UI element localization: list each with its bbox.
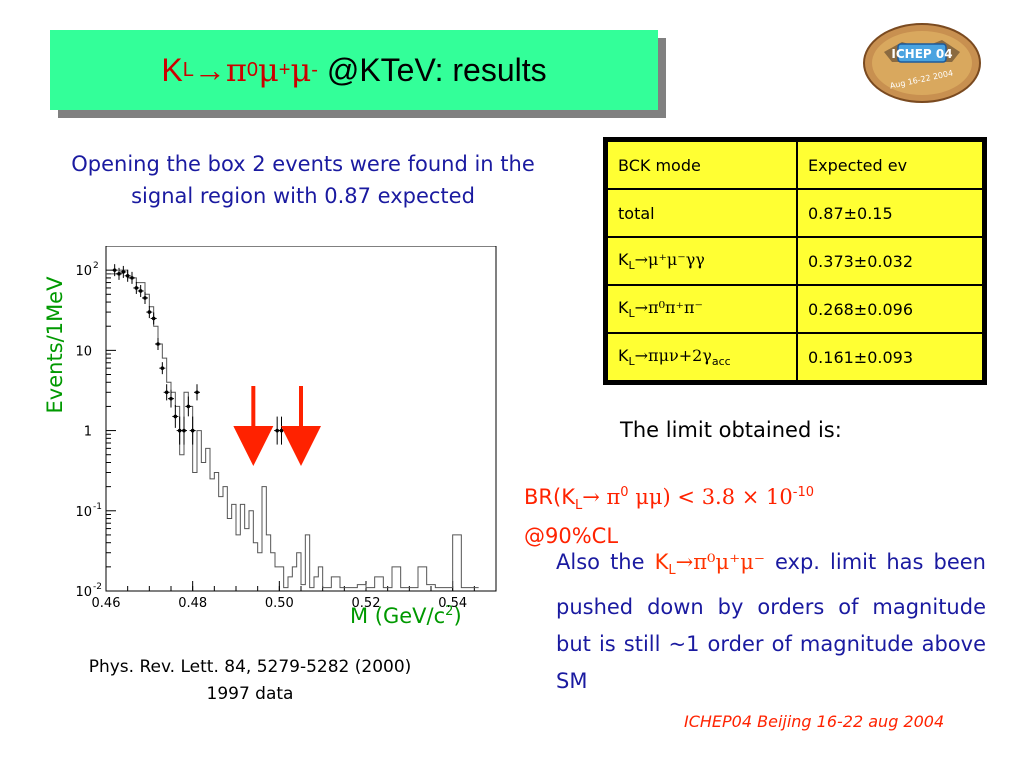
x-tick-label: 0.50 xyxy=(265,596,294,611)
data-point xyxy=(169,396,173,401)
data-point xyxy=(121,270,126,274)
branching-ratio-limit: BR(KL→ π0 μμ) < 3.8 × 10-10 @90%CL xyxy=(524,485,814,549)
title-k: K xyxy=(161,51,183,88)
limit-label: The limit obtained is: xyxy=(620,418,842,442)
data-point xyxy=(164,390,169,395)
data-point xyxy=(275,428,279,433)
data-point xyxy=(160,366,165,370)
data-point xyxy=(182,428,186,433)
y-tick-label: 1 xyxy=(84,425,92,440)
table-row: KL→π⁰π⁺π⁻ 0.268±0.096 xyxy=(606,284,984,334)
table-row: KL→πμν+2γacc 0.161±0.093 xyxy=(606,332,984,382)
y-tick-exponent: -2 xyxy=(93,582,102,592)
data-point xyxy=(117,272,121,276)
title-mu2-sup: - xyxy=(311,58,318,81)
table-cell-mode: KL→π⁰π⁺π⁻ xyxy=(606,284,798,334)
reference-citation: Phys. Rev. Lett. 84, 5279-5282 (2000) 19… xyxy=(30,654,470,708)
table-row: total 0.87±0.15 xyxy=(606,188,984,238)
table-cell-mode: KL→πμν+2γacc xyxy=(606,332,798,382)
data-point xyxy=(173,414,178,419)
table-header-mode: BCK mode xyxy=(606,140,798,190)
title-rest: @KTeV: results xyxy=(317,51,547,88)
slide-title: K L → π 0 μ + μ - @KTeV: results xyxy=(50,30,658,110)
table-cell-value: 0.373±0.032 xyxy=(796,236,984,286)
data-point xyxy=(130,276,134,280)
data-point xyxy=(147,310,152,314)
mc-histogram-outline xyxy=(106,269,479,589)
data-point xyxy=(134,286,139,290)
x-axis-label: M (GeV/c2) xyxy=(350,604,462,628)
y-axis-label: Events/1MeV xyxy=(43,276,67,414)
table-row: KL→μ⁺μ⁻γγ 0.373±0.032 xyxy=(606,236,984,286)
reference-line1: Phys. Rev. Lett. 84, 5279-5282 (2000) xyxy=(88,657,412,677)
data-point xyxy=(125,274,130,278)
also-paragraph: Also the KL→π⁰μ⁺μ⁻ exp. limit has been p… xyxy=(556,550,993,694)
data-point xyxy=(186,404,191,409)
x-tick-label: 0.52 xyxy=(352,596,381,611)
reference-line2: 1997 data xyxy=(206,684,294,704)
data-point xyxy=(156,342,160,346)
title-pi: π xyxy=(225,51,247,89)
title-mu1-sup: + xyxy=(278,58,291,81)
table-header-row: BCK mode Expected ev xyxy=(606,140,984,190)
table-cell-mode: total xyxy=(606,188,798,238)
table-cell-value: 0.161±0.093 xyxy=(796,332,984,382)
data-point xyxy=(138,289,143,293)
title-k-sub: L xyxy=(182,58,194,81)
data-point xyxy=(190,428,195,433)
data-point xyxy=(195,390,199,395)
title-pi-sup: 0 xyxy=(246,58,258,81)
data-point xyxy=(143,296,147,300)
opening-text: Opening the box 2 events were found in t… xyxy=(71,152,535,208)
y-tick-label: 10 xyxy=(75,505,92,520)
y-tick-label: 10 xyxy=(75,264,92,279)
table-cell-mode: KL→μ⁺μ⁻γγ xyxy=(606,236,798,286)
data-point xyxy=(177,428,182,433)
title-mu1: μ xyxy=(257,51,279,89)
data-point xyxy=(112,268,117,272)
y-tick-exponent: 2 xyxy=(93,261,99,271)
data-point xyxy=(151,316,156,321)
table-header-expected: Expected ev xyxy=(796,140,984,190)
data-point xyxy=(279,428,284,433)
x-tick-label: 0.48 xyxy=(178,596,207,611)
ichep04-logo-icon: ICHEP 04 Aug 16-22 2004 xyxy=(863,23,981,103)
table-cell-value: 0.87±0.15 xyxy=(796,188,984,238)
title-mu2: μ xyxy=(290,51,312,89)
y-tick-label: 10 xyxy=(75,344,92,359)
y-tick-exponent: -1 xyxy=(93,502,102,512)
table-cell-value: 0.268±0.096 xyxy=(796,284,984,334)
logo-text: ICHEP 04 xyxy=(891,47,952,61)
y-axis-label-text: Events/1MeV xyxy=(43,276,67,414)
signal-region-arrows xyxy=(233,386,321,466)
confidence-level: @90%CL xyxy=(524,524,619,549)
y-tick-label: 10 xyxy=(75,585,92,600)
footer-conference: ICHEP04 Beijing 16-22 aug 2004 xyxy=(684,712,945,731)
background-table: BCK mode Expected ev total 0.87±0.15 KL→… xyxy=(603,137,987,385)
x-tick-label: 0.54 xyxy=(438,596,467,611)
mc-histogram xyxy=(106,269,479,589)
x-tick-label: 0.46 xyxy=(92,596,121,611)
title-arrow: → xyxy=(193,51,226,88)
